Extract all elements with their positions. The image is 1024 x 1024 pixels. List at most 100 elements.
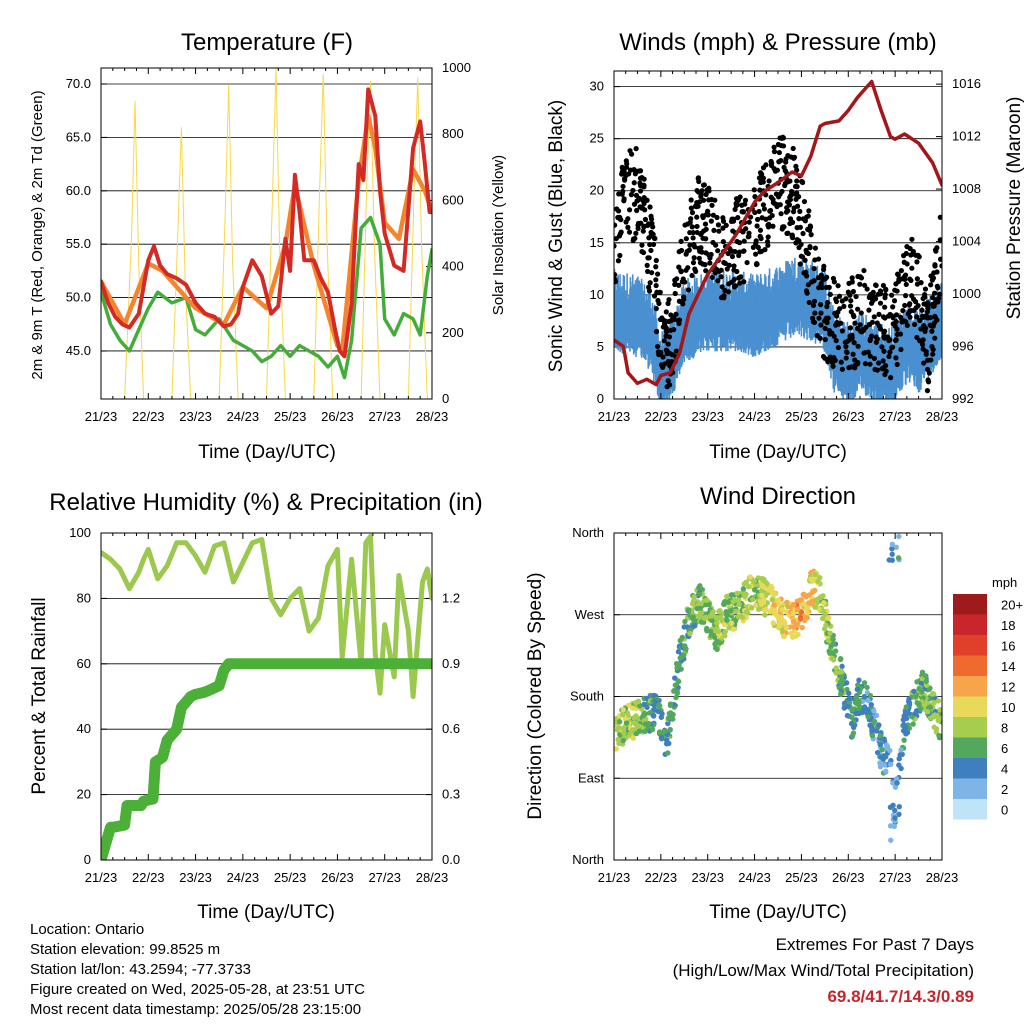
wind-direction-point (689, 601, 696, 607)
gust-point (676, 264, 682, 270)
gust-point (807, 227, 813, 233)
gust-point (789, 232, 795, 238)
wind-direction-point (747, 574, 753, 580)
gust-point (810, 315, 816, 321)
gust-point (619, 191, 625, 197)
wind-direction-point (735, 614, 742, 620)
gust-point (648, 247, 654, 254)
gust-point (665, 358, 671, 365)
wind-direction-point (672, 682, 679, 688)
wind-direction-point (790, 610, 797, 617)
wind-direction-point (846, 690, 852, 696)
y-tick-label: 20 (77, 787, 91, 802)
gust-point (818, 280, 824, 287)
gust-point (811, 278, 817, 284)
gust-point (790, 209, 797, 215)
gust-point (702, 221, 709, 227)
y2-tick-label: 600 (442, 192, 464, 207)
gust-point (700, 261, 706, 267)
gust-point (687, 219, 693, 225)
gust-point (827, 331, 833, 337)
wind-direction-point (808, 576, 814, 582)
gust-point (648, 216, 655, 222)
gust-point (626, 207, 633, 213)
winds-xlabel: Time (Day/UTC) (709, 442, 847, 463)
x-tick-label: 22/23 (645, 409, 678, 424)
wind-direction-point (889, 546, 895, 552)
solar-insolation-line (101, 68, 432, 399)
extremes-values: 69.8/41.7/14.3/0.89 (827, 987, 974, 1006)
gust-point (700, 182, 707, 188)
gust-point (661, 338, 667, 344)
gust-point (778, 142, 784, 149)
gust-point (645, 268, 651, 275)
gust-point (922, 286, 929, 292)
gust-point (871, 355, 878, 362)
y2-tick-label: 1004 (952, 234, 981, 249)
wind-direction-point (721, 621, 728, 628)
gust-point (745, 234, 751, 240)
y-tick-label: North (572, 852, 604, 867)
gust-point (801, 198, 808, 205)
gust-point (671, 326, 677, 333)
gust-point (731, 263, 737, 269)
gust-point (660, 364, 666, 370)
gust-point (890, 304, 896, 310)
gust-point (822, 355, 828, 361)
gust-point (687, 242, 693, 248)
gust-point (650, 241, 657, 248)
wind-direction-point (923, 673, 929, 679)
gust-point (871, 314, 877, 320)
gust-point (799, 179, 806, 186)
gust-point (834, 313, 840, 319)
gust-point (781, 164, 787, 170)
wind-direction-point (801, 591, 807, 598)
gust-point (722, 287, 728, 294)
wind-direction-point (798, 609, 805, 615)
gust-point (730, 218, 737, 224)
wind-direction-point (881, 736, 887, 742)
gust-point (662, 318, 669, 324)
wind-direction-point (768, 583, 774, 590)
wind-direction-point (864, 684, 870, 691)
wind-direction-point (827, 630, 833, 636)
gust-point (837, 306, 843, 312)
gust-point (698, 230, 705, 236)
wind-direction-point (783, 625, 790, 631)
relative-humidity-line (101, 533, 432, 699)
x-tick-label: 23/23 (691, 409, 724, 424)
gust-point (772, 201, 778, 207)
wind-direction-point (721, 601, 727, 607)
wind-direction-point (740, 586, 747, 592)
wind-direction-point (775, 597, 782, 604)
gust-point (721, 259, 727, 266)
gust-point (931, 290, 938, 296)
wind-direction-point (675, 678, 682, 685)
wind-direction-point (670, 711, 676, 718)
gust-point (911, 321, 918, 328)
wind-direction-point (833, 670, 840, 676)
gust-point (736, 252, 742, 259)
gust-point (803, 247, 809, 253)
speed-legend-label: 10 (1001, 700, 1015, 715)
humidity-xlabel: Time (Day/UTC) (197, 902, 335, 923)
wind-direction-point (781, 633, 788, 639)
wind-direction-point (659, 711, 665, 717)
wind-direction-point (936, 732, 942, 739)
gust-point (776, 149, 782, 156)
wind-direction-point (882, 754, 889, 760)
gust-point (857, 322, 863, 328)
wind-direction-point (767, 609, 773, 615)
gust-point (805, 213, 811, 219)
x-tick-label: 21/23 (85, 409, 118, 424)
gust-point (754, 223, 760, 229)
wind-direction-point (825, 637, 832, 643)
y2-tick-label: 400 (442, 259, 464, 274)
gust-point (914, 259, 920, 265)
gust-point (708, 218, 714, 224)
gust-point (811, 265, 817, 272)
gust-point (725, 250, 731, 257)
gust-point (716, 268, 722, 274)
gust-point (851, 340, 857, 346)
y-tick-label: West (575, 607, 605, 622)
